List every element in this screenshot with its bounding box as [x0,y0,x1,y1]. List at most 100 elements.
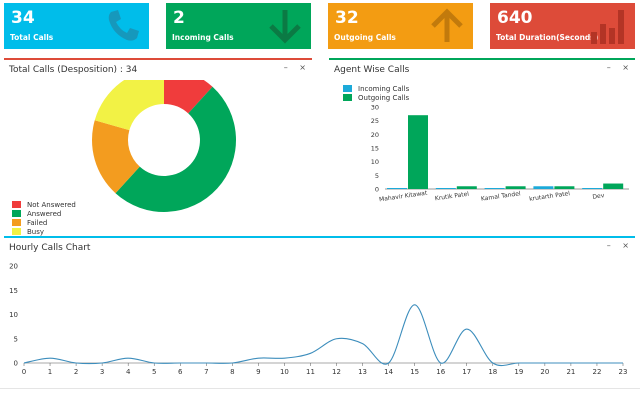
donut-slice-failed[interactable] [92,120,140,194]
bar-chart-icon [591,10,624,44]
x-tick-label: 7 [204,368,208,376]
y-tick-label: 5 [375,172,379,180]
x-tick-label: 18 [488,368,497,376]
x-tick-label: Mahavir Kitawat [379,190,429,204]
x-tick-label: 4 [126,368,131,376]
y-tick-label: 0 [14,360,18,368]
bar-outgoing-calls[interactable] [554,186,575,189]
bar-incoming-calls[interactable] [387,188,407,189]
y-tick-label: 0 [375,186,379,194]
y-tick-label: 15 [9,287,18,295]
x-tick-label: 17 [462,368,471,376]
phone-icon [108,10,139,41]
y-tick-label: 5 [14,335,18,343]
x-tick-label: 3 [100,368,104,376]
agent-panel-title: Agent Wise Calls [334,65,410,75]
x-tick-label: krutarth Patel [529,190,571,203]
outgoing-calls-label: Outgoing Calls [334,33,396,42]
x-tick-label: 14 [384,368,393,376]
legend-label: Outgoing Calls [358,93,410,102]
x-tick-label: Krutik Patel [434,191,469,203]
hourly-calls-line [23,304,623,367]
y-tick-label: 25 [371,117,379,125]
x-tick-label: Dev [592,192,605,201]
bar-incoming-calls[interactable] [582,188,603,189]
x-tick-label: 21 [566,368,575,376]
legend-label: Busy [27,227,45,236]
y-tick-label: 15 [371,145,379,153]
y-tick-label: 10 [9,311,18,319]
bar-incoming-calls[interactable] [533,186,554,189]
agent-panel-controls: – × [598,63,629,72]
bar-outgoing-calls[interactable] [505,186,526,189]
close-button[interactable]: × [622,63,629,72]
legend-label: Incoming Calls [358,84,410,93]
total-duration-value: 640 [497,8,533,28]
legend-label: Not Answered [27,200,76,209]
x-tick-label: 9 [256,368,260,376]
minimize-button[interactable]: – [606,63,611,72]
x-tick-label: 16 [436,368,445,376]
donut-slice-answered[interactable] [115,86,236,212]
outgoing-calls-value: 32 [335,8,359,28]
legend-label: Answered [27,209,62,218]
total-calls-card[interactable]: 34 Total Calls [4,3,149,49]
x-tick-label: Kamal Tandel [481,190,522,203]
legend-item[interactable]: Incoming Calls [343,84,409,93]
legend-item[interactable]: Answered [12,209,76,218]
minimize-button[interactable]: – [606,241,611,250]
legend-item[interactable]: Busy [12,227,76,236]
hourly-panel: Hourly Calls Chart – × 0 5 10 15 20 0 1 2 3 4 5 6 7 8… [4,236,635,382]
donut-chart [92,80,236,212]
bar-incoming-calls[interactable] [484,188,505,189]
legend-item[interactable]: Outgoing Calls [343,93,409,102]
agent-bar-chart: 0 5 10 15 20 25 30 Mahavir Kitawat Krutik Patel K… [371,104,629,204]
legend-item[interactable]: Not Answered [12,200,76,209]
legend-label: Failed [27,218,48,227]
y-tick-label: 10 [371,158,379,166]
x-tick-label: 20 [540,368,549,376]
legend-swatch [12,210,21,217]
total-duration-label: Total Duration(Seconds) [496,33,599,42]
bar-outgoing-calls[interactable] [408,115,428,189]
x-tick-label: 13 [358,368,367,376]
y-tick-label: 20 [9,263,18,271]
outgoing-calls-card[interactable]: 32 Outgoing Calls [328,3,473,49]
total-calls-value: 34 [11,8,35,28]
bar-outgoing-calls[interactable] [456,186,477,189]
total-duration-card[interactable]: 640 Total Duration(Seconds) [490,3,635,49]
bar-incoming-calls[interactable] [435,188,456,189]
x-tick-label: 11 [306,368,315,376]
x-tick-label: 10 [280,368,289,376]
incoming-calls-value: 2 [173,8,185,28]
hourly-panel-title: Hourly Calls Chart [9,243,91,253]
legend-swatch [343,94,352,101]
x-tick-label: 6 [178,368,183,376]
agent-panel: Agent Wise Calls – × Incoming Calls Outgo… [329,58,635,208]
donut-legend: Not Answered Answered Failed Busy [12,200,76,236]
donut-slice-not-answered[interactable] [164,80,213,114]
y-tick-label: 20 [371,131,379,139]
y-tick-label: 30 [371,104,379,112]
page-divider [0,388,640,389]
arrow-up-icon [431,8,463,42]
close-button[interactable]: × [622,241,629,250]
legend-item[interactable]: Failed [12,218,76,227]
close-button[interactable]: × [299,63,306,72]
legend-swatch [12,219,21,226]
disposition-panel-controls: – × [275,63,306,72]
x-tick-label: 15 [410,368,419,376]
donut-slice-busy[interactable] [94,80,164,131]
disposition-panel: Total Calls (Desposition) : 34 – × Not A… [4,58,312,236]
total-calls-label: Total Calls [10,33,54,42]
minimize-button[interactable]: – [283,63,288,72]
x-tick-label: 19 [514,368,523,376]
legend-swatch [343,85,352,92]
incoming-calls-card[interactable]: 2 Incoming Calls [166,3,311,49]
x-tick-label: 8 [230,368,234,376]
agent-legend: Incoming Calls Outgoing Calls [343,84,409,102]
bar-outgoing-calls[interactable] [603,183,624,189]
x-tick-label: 12 [332,368,341,376]
x-tick-label: 23 [619,368,628,376]
